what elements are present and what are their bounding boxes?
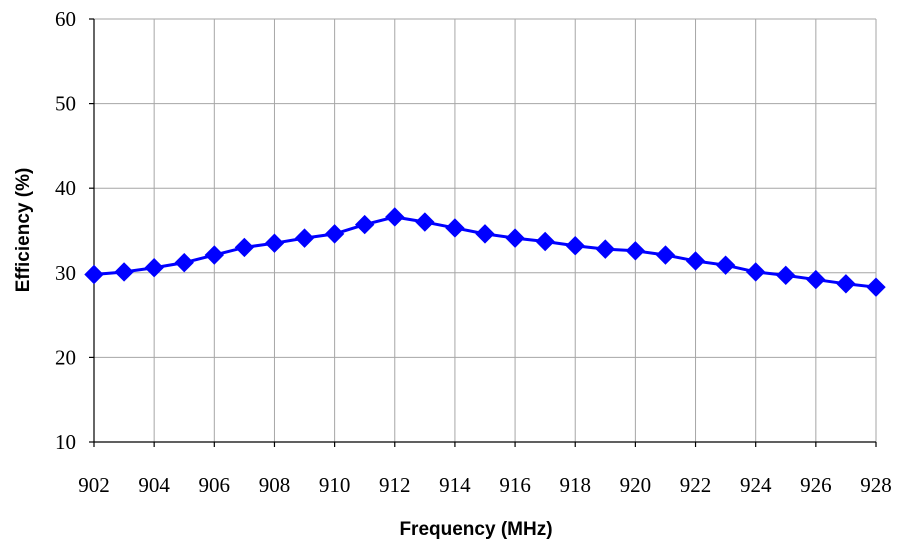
y-tick-label: 20 [55, 345, 76, 369]
x-tick-label: 902 [78, 473, 110, 497]
data-point-marker [174, 252, 194, 273]
x-tick-label: 922 [680, 473, 712, 497]
data-point-marker [776, 265, 796, 286]
y-tick-label: 40 [55, 176, 76, 200]
grid [93, 18, 877, 443]
x-tick-label: 914 [439, 473, 471, 497]
data-point-marker [324, 224, 345, 244]
data-point-marker [114, 262, 134, 282]
x-tick-label: 926 [800, 473, 832, 497]
x-tick-label: 928 [860, 473, 892, 497]
data-point-marker [655, 245, 676, 265]
data-point-marker [866, 277, 886, 297]
data-point-marker [204, 245, 225, 265]
data-point-marker [144, 258, 164, 278]
y-tick-label: 60 [55, 7, 76, 31]
data-point-marker [806, 269, 826, 290]
series-efficiency [84, 207, 886, 297]
data-point-marker [565, 236, 585, 256]
data-point-marker [354, 214, 375, 235]
x-tick-label: 912 [379, 473, 411, 497]
data-point-marker [685, 251, 706, 271]
data-point-marker [445, 218, 465, 238]
y-axis-title: Efficiency (%) [13, 168, 34, 293]
y-tick-label: 50 [55, 92, 76, 116]
data-point-marker [475, 224, 495, 244]
x-tick-label: 908 [259, 473, 291, 497]
x-tick-label: 916 [499, 473, 531, 497]
data-point-marker [415, 212, 435, 232]
data-point-marker [264, 233, 285, 253]
x-tick-label: 924 [740, 473, 772, 497]
data-point-marker [84, 264, 104, 285]
data-point-marker [745, 262, 766, 282]
data-point-marker [595, 239, 616, 259]
data-point-marker [836, 274, 856, 294]
data-point-marker [535, 231, 555, 252]
data-point-marker [385, 207, 405, 227]
data-point-marker [234, 237, 255, 258]
y-tick-label: 30 [55, 261, 76, 285]
x-tick-label: 904 [138, 473, 170, 497]
data-point-marker [715, 255, 736, 275]
tick-labels: 902 904 906 908 910 912 914 916 918 920 922 924 926 9… [55, 7, 892, 497]
x-tick-label: 910 [319, 473, 351, 497]
x-tick-label: 920 [620, 473, 652, 497]
y-tick-label: 10 [55, 430, 76, 454]
data-point-marker [625, 241, 646, 261]
x-axis-title: Frequency (MHz) [399, 519, 552, 540]
data-point-marker [505, 228, 525, 248]
x-tick-label: 918 [559, 473, 591, 497]
data-point-marker [294, 228, 315, 248]
x-tick-label: 906 [199, 473, 231, 497]
